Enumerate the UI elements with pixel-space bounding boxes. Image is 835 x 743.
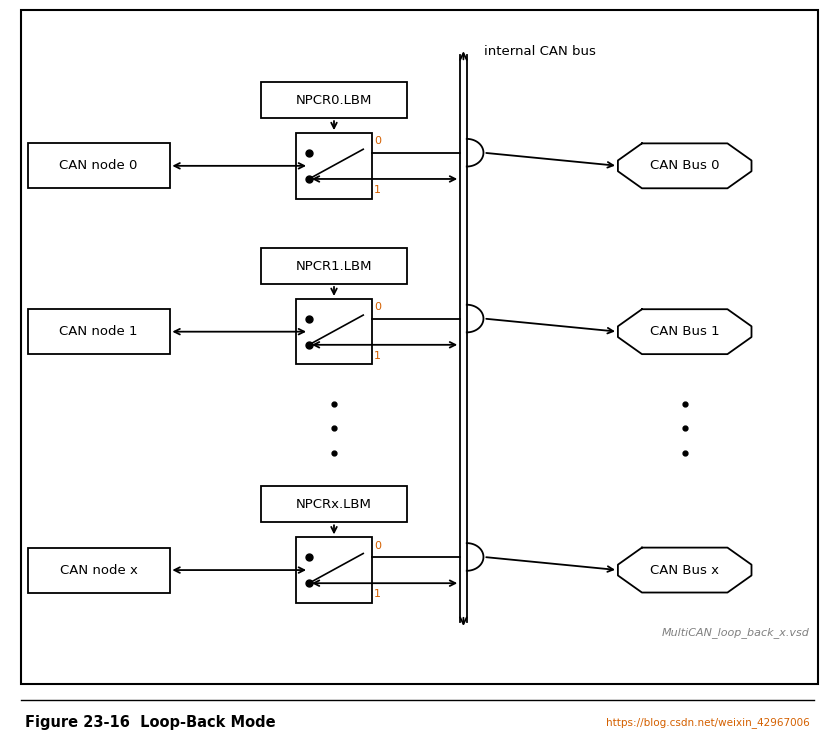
- Text: CAN Bus 1: CAN Bus 1: [650, 325, 720, 338]
- Bar: [261, 82, 407, 118]
- Bar: [296, 133, 372, 198]
- Bar: [296, 537, 372, 603]
- Text: 1: 1: [374, 351, 381, 361]
- Text: CAN node 0: CAN node 0: [59, 159, 138, 172]
- Text: CAN node x: CAN node x: [59, 564, 138, 577]
- Text: 0: 0: [374, 541, 381, 551]
- Text: 0: 0: [374, 302, 381, 312]
- Text: 1: 1: [374, 589, 381, 600]
- Text: internal CAN bus: internal CAN bus: [484, 45, 596, 58]
- Text: 0: 0: [374, 137, 381, 146]
- Bar: [296, 299, 372, 365]
- Text: NPCRx.LBM: NPCRx.LBM: [296, 498, 372, 511]
- Bar: [261, 248, 407, 284]
- Text: https://blog.csdn.net/weixin_42967006: https://blog.csdn.net/weixin_42967006: [606, 717, 810, 727]
- Text: CAN Bus 0: CAN Bus 0: [650, 159, 720, 172]
- Bar: [261, 487, 407, 522]
- Text: NPCR1.LBM: NPCR1.LBM: [296, 259, 372, 273]
- Text: NPCR0.LBM: NPCR0.LBM: [296, 94, 372, 107]
- Text: Figure 23-16  Loop-Back Mode: Figure 23-16 Loop-Back Mode: [25, 715, 276, 730]
- Text: 1: 1: [374, 185, 381, 195]
- Text: CAN node 1: CAN node 1: [59, 325, 138, 338]
- Bar: [28, 548, 170, 592]
- Bar: [28, 143, 170, 188]
- Text: MultiCAN_loop_back_x.vsd: MultiCAN_loop_back_x.vsd: [662, 627, 810, 637]
- Bar: [28, 309, 170, 354]
- Text: CAN Bus x: CAN Bus x: [650, 564, 719, 577]
